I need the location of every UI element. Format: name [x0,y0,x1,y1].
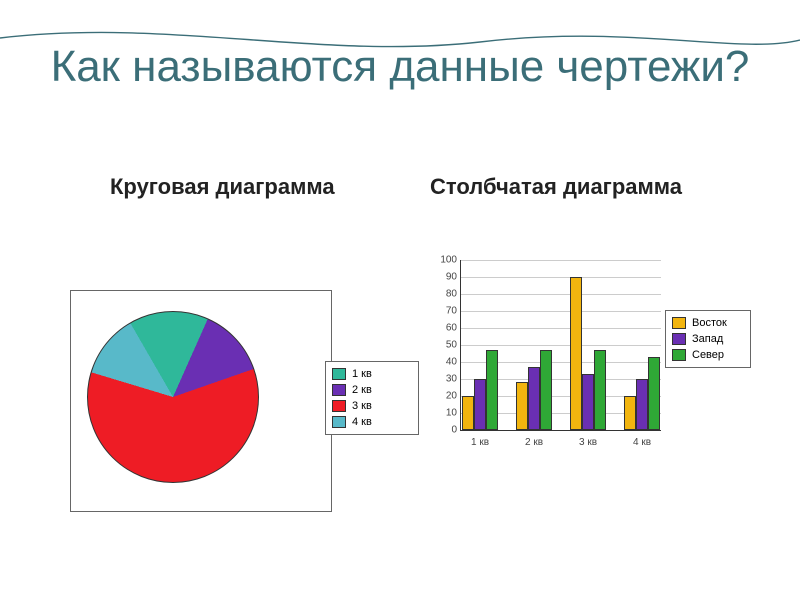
grid-line [461,345,661,346]
legend-swatch [332,400,346,412]
y-tick-label: 80 [433,289,457,300]
legend-label: 3 кв [352,400,372,412]
y-tick-label: 20 [433,391,457,402]
pie-legend-item: 2 кв [332,382,412,398]
wave-path-1 [0,0,800,30]
bar [594,350,606,430]
bar [582,374,594,430]
x-tick-label: 1 кв [471,437,489,448]
bar [486,350,498,430]
bar [474,379,486,430]
page-title: Как называются данные чертежи? [0,42,800,93]
grid-line [461,311,661,312]
bar-plot-area: 01020304050607080901001 кв2 кв3 кв4 кв [460,260,661,431]
wave-path-2 [0,0,800,40]
legend-swatch [332,368,346,380]
y-tick-label: 40 [433,357,457,368]
x-tick-label: 2 кв [525,437,543,448]
legend-swatch [332,416,346,428]
pie-legend-item: 4 кв [332,414,412,430]
legend-swatch [332,384,346,396]
y-tick-label: 90 [433,272,457,283]
y-tick-label: 10 [433,408,457,419]
bar-legend-item: Север [672,347,744,363]
y-tick-label: 30 [433,374,457,385]
legend-swatch [672,333,686,345]
bar [516,382,528,430]
bar [540,350,552,430]
pie-legend: 1 кв 2 кв 3 кв 4 кв [325,361,419,435]
pie-chart [87,311,259,483]
x-tick-label: 3 кв [579,437,597,448]
legend-swatch [672,349,686,361]
y-tick-label: 60 [433,323,457,334]
legend-label: Север [692,349,724,361]
bar [570,277,582,430]
bar [528,367,540,430]
grid-line [461,277,661,278]
pie-legend-item: 3 кв [332,398,412,414]
pie-legend-item: 1 кв [332,366,412,382]
pie-chart-panel: 1 кв2 кв3 кв4 кв [70,290,332,512]
grid-line [461,260,661,261]
y-tick-label: 0 [433,425,457,436]
bar-legend-item: Запад [672,331,744,347]
bar [462,396,474,430]
bar-legend-item: Восток [672,315,744,331]
subtitle-bar: Столбчатая диаграмма [430,174,682,200]
bar [648,357,660,430]
legend-label: 4 кв [352,416,372,428]
y-tick-label: 70 [433,306,457,317]
grid-line [461,294,661,295]
y-tick-label: 50 [433,340,457,351]
x-tick-label: 4 кв [633,437,651,448]
grid-line [461,328,661,329]
y-tick-label: 100 [433,255,457,266]
legend-label: 2 кв [352,384,372,396]
wave-path-3 [0,0,800,47]
legend-swatch [672,317,686,329]
bar [624,396,636,430]
bar-legend: Восток Запад Север [665,310,751,368]
legend-label: 1 кв [352,368,372,380]
bar-chart-panel: 01020304050607080901001 кв2 кв3 кв4 кв В… [430,260,740,480]
legend-label: Запад [692,333,723,345]
legend-label: Восток [692,317,727,329]
bar [636,379,648,430]
subtitle-pie: Круговая диаграмма [110,174,335,200]
